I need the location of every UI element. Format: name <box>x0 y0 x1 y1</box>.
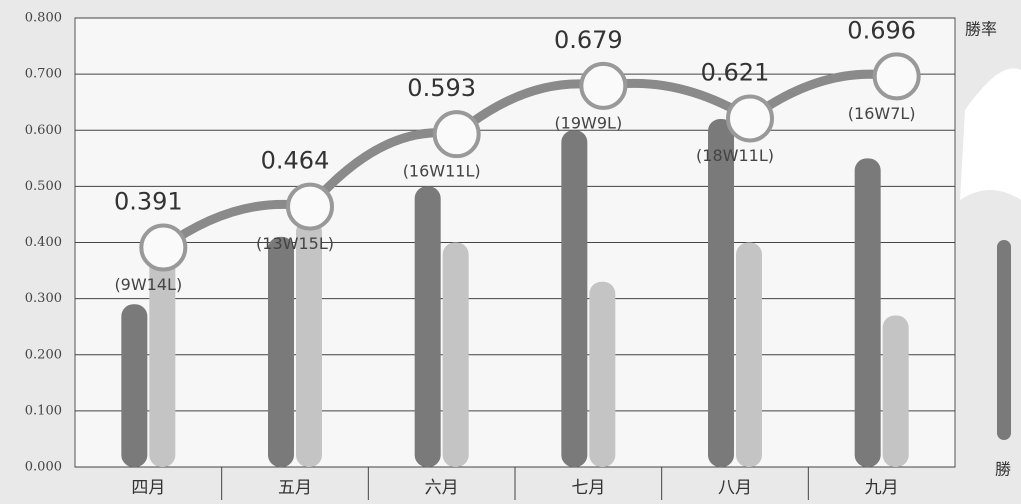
point <box>579 61 628 110</box>
decoration <box>960 68 1021 200</box>
bar <box>414 186 441 467</box>
point <box>139 223 188 272</box>
x-tick-label: 五月 <box>278 478 312 498</box>
point <box>726 94 774 143</box>
y-tick-label: 0.000 <box>25 460 62 475</box>
bar <box>854 158 881 467</box>
bar <box>121 304 148 467</box>
bar <box>268 236 294 467</box>
record-label: (9W14L) <box>114 275 182 294</box>
x-tick-label: 七月 <box>571 478 605 498</box>
record-label: (18W11L) <box>696 146 774 165</box>
bar <box>561 130 588 467</box>
record-label: (16W11L) <box>403 162 481 181</box>
y-tick-label: 0.300 <box>25 291 62 306</box>
data-label: 0.696 <box>847 16 916 44</box>
y-tick-label: 0.400 <box>25 235 62 250</box>
point <box>432 110 481 159</box>
bar <box>589 281 616 467</box>
y-tick-label: 0.700 <box>25 67 62 82</box>
data-label: 0.593 <box>407 74 476 102</box>
y-tick-label: 0.500 <box>25 179 62 194</box>
record-label: (19W9L) <box>554 113 622 132</box>
point <box>286 182 334 231</box>
y-tick-label: 0.800 <box>25 11 62 26</box>
bar <box>149 242 176 467</box>
x-tick-label: 四月 <box>131 478 165 498</box>
bar <box>708 119 734 468</box>
point <box>872 52 921 101</box>
x-tick-label: 六月 <box>425 478 459 498</box>
record-label: (13W15L) <box>256 234 334 253</box>
y-tick-label: 0.600 <box>25 123 62 138</box>
legend-label: 勝 <box>995 460 1011 479</box>
x-tick-label: 八月 <box>718 478 752 498</box>
legend-swatch <box>997 240 1011 440</box>
data-label: 0.391 <box>114 188 183 216</box>
data-label: 0.464 <box>261 147 330 175</box>
bar <box>296 220 322 467</box>
x-tick-label: 九月 <box>865 478 899 498</box>
legend-label: 勝率 <box>965 20 997 39</box>
y-tick-label: 0.200 <box>25 347 62 362</box>
record-label: (16W7L) <box>848 104 916 123</box>
data-label: 0.621 <box>701 58 770 86</box>
bar <box>442 242 469 467</box>
bar <box>882 315 909 467</box>
y-tick-label: 0.100 <box>25 403 62 418</box>
bar <box>736 242 762 467</box>
data-label: 0.679 <box>554 26 623 54</box>
